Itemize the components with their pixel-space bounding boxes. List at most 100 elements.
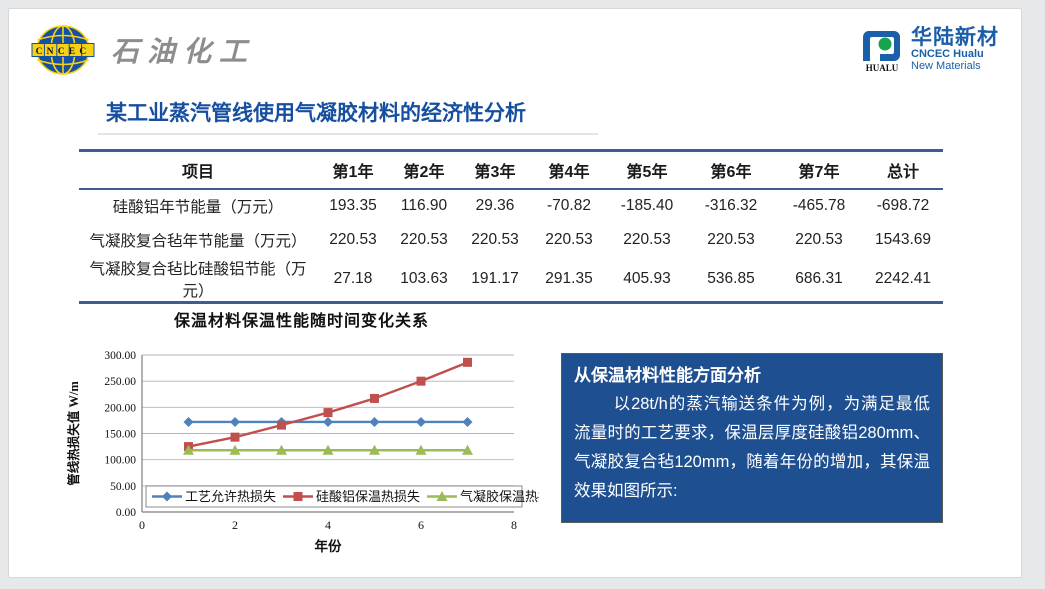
- column-header: 第6年: [687, 150, 775, 190]
- square-marker: [463, 357, 472, 367]
- triangle-marker: [322, 444, 334, 455]
- y-axis-label: 管线热损失值 W/m: [66, 381, 81, 486]
- y-tick-label: 250.00: [104, 376, 136, 388]
- diamond-marker: [462, 416, 473, 427]
- x-tick-label: 4: [325, 518, 331, 532]
- legend-label: 工艺允许热损失: [185, 489, 276, 504]
- table-row: 气凝胶复合毡比硅酸铝节能（万元） 27.18 103.63 191.17 291.35 4…: [79, 257, 943, 303]
- table-cell: 291.35: [545, 269, 593, 287]
- table-cell: 220.53: [400, 230, 448, 248]
- column-header: 第5年: [607, 150, 687, 190]
- table-cell: 536.85: [707, 269, 755, 287]
- table-cell: 193.35: [329, 197, 377, 214]
- row-label: 气凝胶复合毡比硅酸铝节能（万元）: [89, 260, 307, 300]
- chart-title: 保温材料保温性能随时间变化关系: [173, 313, 429, 330]
- square-marker: [277, 420, 286, 430]
- y-tick-label: 300.00: [104, 350, 136, 362]
- square-marker: [230, 432, 240, 442]
- legend-label: 硅酸铝保温热损失: [316, 489, 420, 504]
- row-label: 气凝胶复合毡年节能量（万元）: [89, 232, 307, 250]
- hualu-name-en1: CNCEC Hualu: [911, 48, 984, 61]
- triangle-marker: [369, 444, 380, 455]
- square-marker: [370, 393, 379, 403]
- page-title: 某工业蒸汽管线使用气凝胶材料的经济性分析: [106, 102, 526, 125]
- table-row: 硅酸铝年节能量（万元） 193.35 116.90 29.36 -70.82 -185.4…: [79, 189, 943, 223]
- cncec-logo-group: CNCEC 石油化工: [31, 23, 255, 77]
- legend-box: [145, 485, 523, 508]
- shiyou-huagong-label: 石油化工: [111, 35, 256, 68]
- table-cell: 220.53: [329, 230, 377, 248]
- triangle-marker: [229, 444, 241, 455]
- table-cell: 686.31: [795, 269, 843, 287]
- table-cell: 1543.69: [874, 230, 932, 248]
- hualu-logo-group: HUALU 华陆新材 CNCEC Hualu New Materials: [860, 27, 999, 73]
- legend-label: 气凝胶保温热损失: [460, 489, 539, 504]
- analysis-body: 以28t/h的蒸汽输送条件为例，为满足最低流量时的工艺要求，保温层厚度硅酸铝28…: [574, 395, 930, 500]
- table-cell: 220.53: [545, 230, 593, 248]
- hualu-mark-icon: HUALU: [860, 27, 904, 73]
- column-header: 第3年: [459, 150, 531, 190]
- table-cell: -698.72: [876, 197, 930, 214]
- y-tick-label: 0.00: [116, 507, 136, 519]
- x-axis-label: 年份: [315, 538, 342, 554]
- table-header-row: 项目 第1年 第2年 第3年 第4年 第5年 第6年 第7年 总计: [79, 150, 943, 190]
- table-cell: 220.53: [623, 230, 671, 248]
- triangle-marker: [462, 444, 473, 455]
- table-cell: -70.82: [547, 197, 591, 214]
- triangle-marker: [436, 491, 448, 501]
- column-header: 第4年: [531, 150, 607, 190]
- svg-text:CNCEC: CNCEC: [36, 47, 91, 57]
- x-tick-label: 0: [139, 518, 145, 532]
- y-tick-label: 150.00: [104, 429, 136, 441]
- x-tick-label: 8: [511, 518, 517, 532]
- table-cell: 405.93: [623, 269, 671, 287]
- column-header: 项目: [79, 150, 317, 190]
- cncec-globe-icon: CNCEC: [31, 25, 95, 75]
- table-cell: 220.53: [471, 230, 519, 248]
- y-tick-label: 200.00: [104, 402, 136, 414]
- table-cell: -465.78: [792, 197, 846, 214]
- square-marker: [416, 376, 426, 386]
- table-cell: 2242.41: [874, 269, 932, 287]
- diamond-marker: [183, 416, 194, 427]
- y-tick-label: 100.00: [104, 455, 136, 467]
- table-cell: 116.90: [400, 197, 448, 214]
- triangle-marker: [183, 444, 194, 455]
- column-header: 总计: [863, 150, 943, 190]
- table-cell: -185.40: [620, 197, 674, 214]
- economics-table: 项目 第1年 第2年 第3年 第4年 第5年 第6年 第7年 总计 硅酸铝年节能量（万元） 193…: [79, 149, 943, 304]
- column-header: 第7年: [775, 150, 863, 190]
- hualu-name-en2: New Materials: [911, 60, 981, 73]
- slide: CNCEC 石油化工 HUALU 华陆新材 CNCEC Hualu New Ma…: [8, 8, 1022, 578]
- hualu-wordmark: 华陆新材 CNCEC Hualu New Materials: [911, 27, 999, 72]
- triangle-marker: [276, 444, 287, 455]
- table-body: 硅酸铝年节能量（万元） 193.35 116.90 29.36 -70.82 -185.4…: [79, 189, 943, 303]
- table-cell: 27.18: [333, 269, 373, 287]
- table-cell: 191.17: [471, 269, 519, 287]
- hualu-name-cn: 华陆新材: [911, 26, 999, 50]
- table-cell: 220.53: [795, 230, 843, 248]
- table-cell: -316.32: [704, 197, 758, 214]
- table-row: 气凝胶复合毡年节能量（万元） 220.53 220.53 220.53 220.53 22…: [79, 223, 943, 257]
- diamond-marker: [230, 416, 240, 427]
- column-header: 第1年: [317, 150, 389, 190]
- analysis-heading: 从保温材料性能方面分析: [574, 366, 761, 385]
- x-tick-label: 6: [418, 518, 424, 532]
- diamond-marker: [416, 416, 426, 427]
- x-tick-label: 2: [232, 518, 238, 532]
- title-divider: [98, 133, 598, 135]
- column-header: 第2年: [389, 150, 459, 190]
- triangle-marker: [415, 444, 427, 455]
- analysis-box: 从保温材料性能方面分析 以28t/h的蒸汽输送条件为例，为满足最低流量时的工艺要…: [561, 353, 943, 523]
- row-label: 硅酸铝年节能量（万元）: [112, 199, 284, 216]
- square-marker: [293, 492, 303, 501]
- chart-block: 保温材料保温性能随时间变化关系 0.00 50.00 100.00 150.00 200…: [64, 307, 564, 567]
- y-tick-label: 50.00: [110, 481, 136, 493]
- diamond-marker: [323, 416, 333, 427]
- diamond-marker: [162, 491, 172, 502]
- table-cell: 220.53: [707, 230, 755, 248]
- svg-text:HUALU: HUALU: [866, 63, 899, 73]
- diamond-marker: [369, 416, 380, 427]
- insulation-performance-chart: 0.00 50.00 100.00 150.00 200.00 250.00 300.00 0…: [64, 339, 564, 567]
